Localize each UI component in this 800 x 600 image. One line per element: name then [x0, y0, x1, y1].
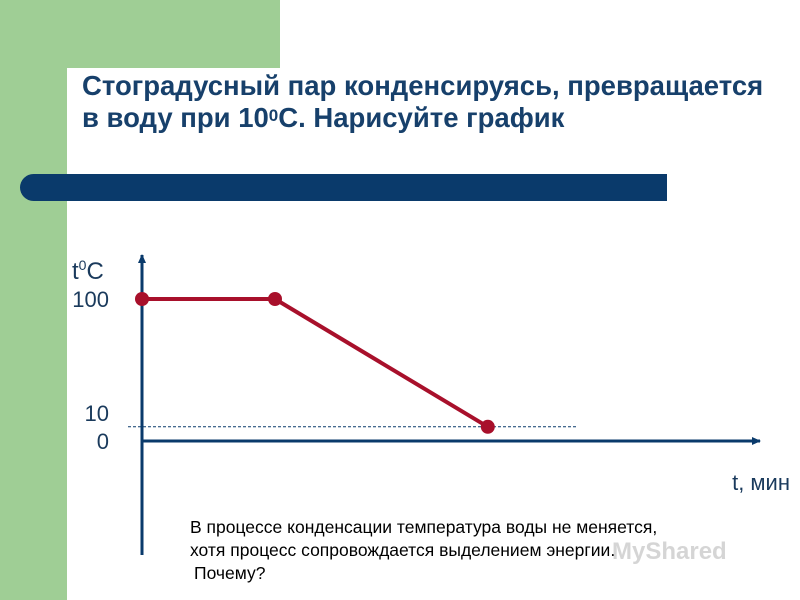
top-green-block — [0, 0, 280, 68]
y-tick-labels: 0 10 100 — [72, 287, 109, 454]
title-part-1: Стоградусный пар конденсируясь, превраща… — [82, 70, 764, 133]
axis-labels: t0C t, мин — [72, 257, 790, 495]
y-axis-label-symbol: t — [72, 258, 79, 285]
y-axis-label: t0C — [72, 257, 104, 285]
y-tick-label-10: 10 — [85, 401, 109, 426]
watermark-logo: MyShared — [612, 538, 727, 565]
y-axis-label-unit: C — [86, 258, 103, 285]
series-group — [135, 292, 495, 434]
note-line-3: Почему? — [194, 563, 266, 583]
series-line-0 — [142, 297, 489, 429]
title-superscript: 0 — [268, 106, 279, 125]
data-point-2 — [480, 419, 495, 434]
slide-title: Стоградусный пар конденсируясь, превраща… — [82, 70, 782, 134]
y-tick-label-100: 100 — [72, 287, 109, 312]
note-line-1: В процессе конденсации температура воды … — [190, 517, 658, 537]
data-point-0 — [135, 292, 149, 306]
left-green-strip — [0, 0, 67, 600]
note-line-2: хотя процесс сопровождается выделением э… — [190, 540, 616, 560]
y-axis-label-superscript: 0 — [79, 257, 87, 273]
y-tick-label-0: 0 — [97, 429, 109, 454]
title-panel — [67, 68, 800, 180]
data-point-1 — [268, 292, 282, 306]
title-part-2: С. Нарисуйте график — [278, 102, 565, 133]
title-underline-bar — [20, 174, 667, 201]
x-axis-label: t, мин — [732, 470, 790, 495]
question-note: В процессе конденсации температура воды … — [190, 516, 790, 585]
